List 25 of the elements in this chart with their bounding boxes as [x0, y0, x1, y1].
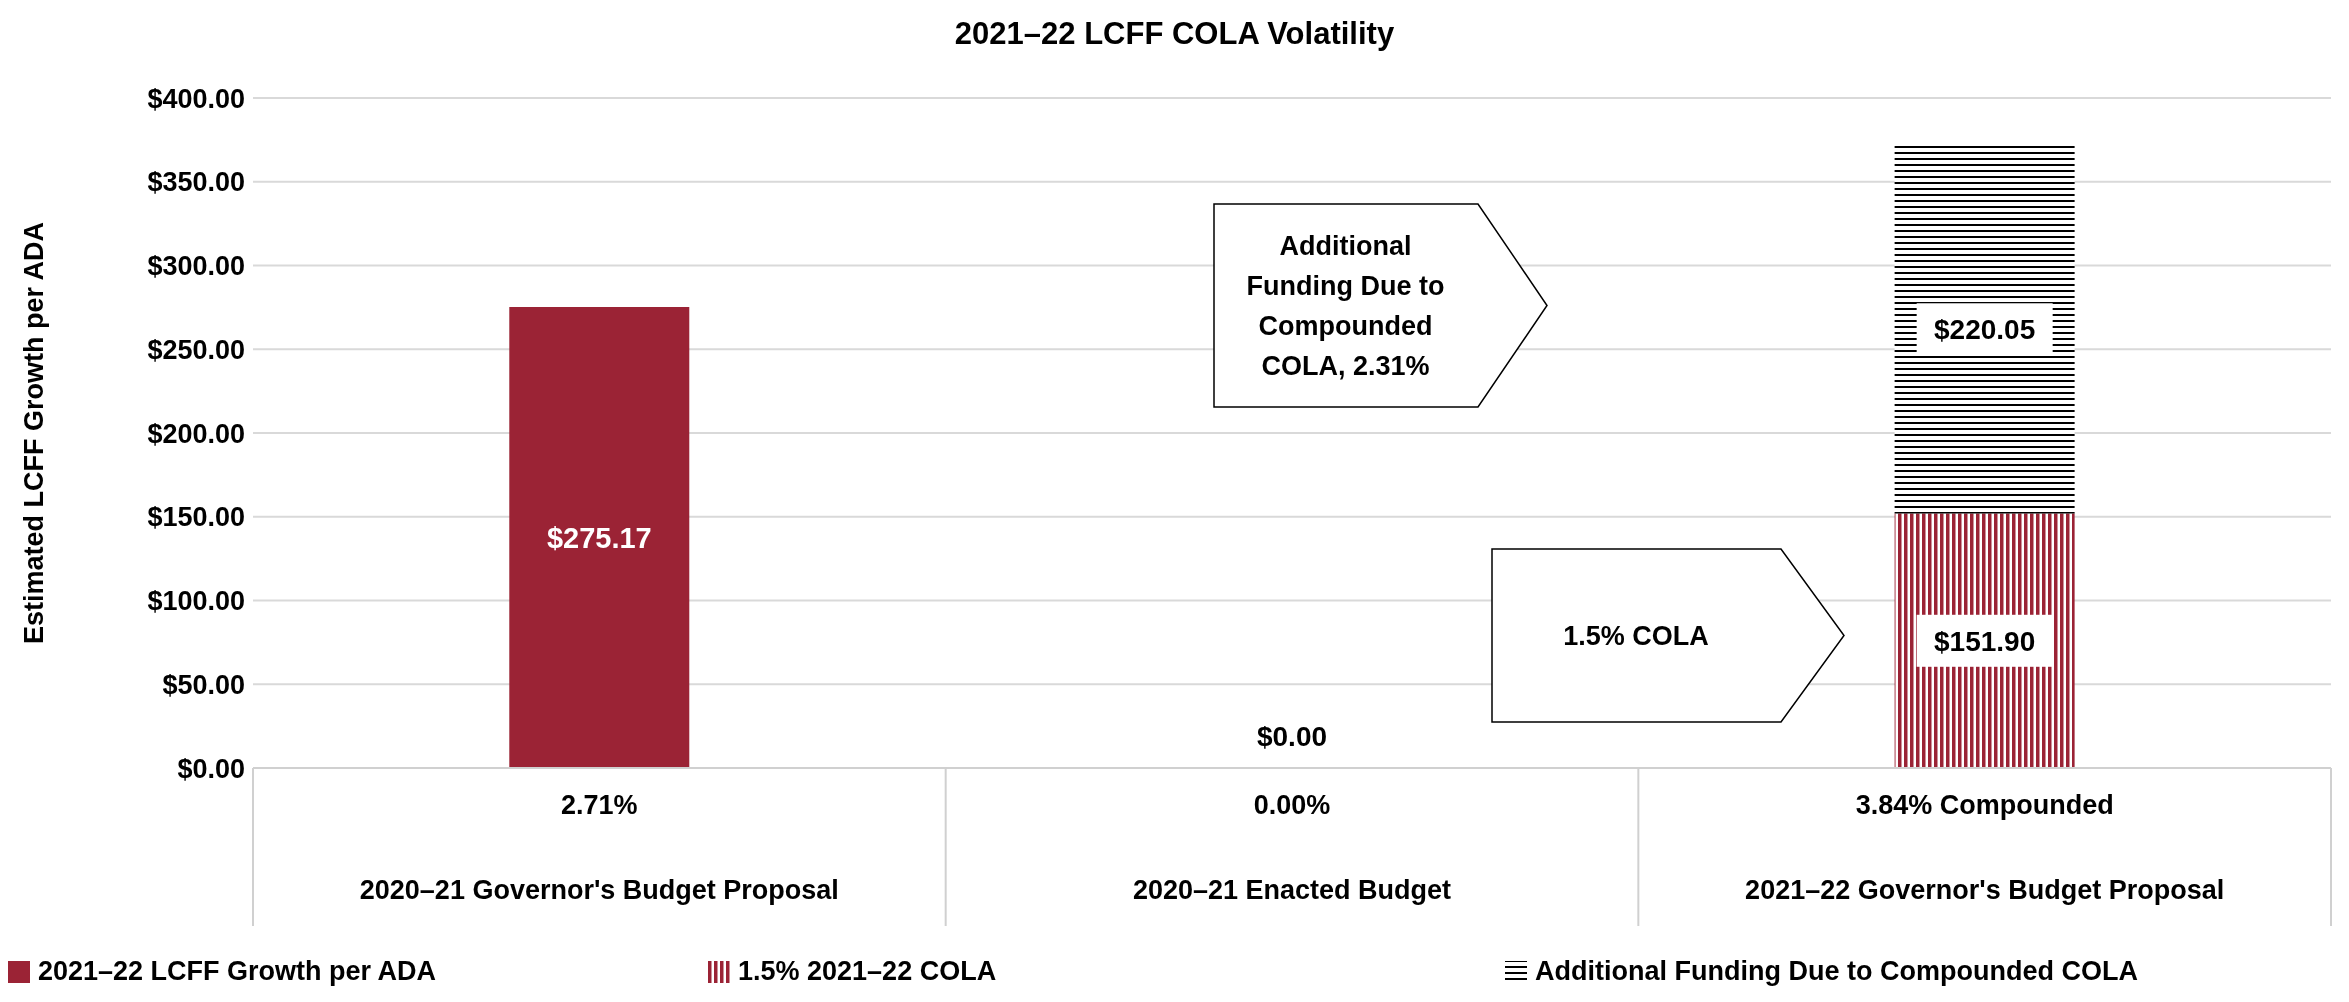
- y-tick-label: $200.00: [147, 418, 245, 449]
- y-tick-label: $300.00: [147, 251, 245, 282]
- data-label: $151.90: [1934, 625, 2036, 657]
- annotation: Additional Funding Due to Compounded COLA, 2.31%: [1245, 229, 1446, 383]
- legend-label: 1.5% 2021–22 COLA: [738, 956, 997, 987]
- y-tick-label: $50.00: [162, 669, 245, 700]
- data-label: $275.17: [546, 521, 652, 554]
- annotation: 1.5% COLA: [1562, 619, 1710, 653]
- y-tick-label: $350.00: [147, 167, 245, 198]
- y-tick-label: $250.00: [147, 334, 245, 365]
- y-tick-label: $100.00: [147, 586, 245, 617]
- callout-arrow: 1.5% COLA: [1491, 548, 1845, 723]
- y-tick-label: $150.00: [147, 502, 245, 533]
- y-tick-label: $400.00: [147, 83, 245, 114]
- y-tick-label: $0.00: [177, 753, 245, 784]
- chart-title: 2021–22 LCFF COLA Volatility: [953, 16, 1396, 52]
- category-label: 0.00% 2020–21 Enacted Budget: [1132, 790, 1452, 905]
- category-label: 2.71% 2020–21 Governor's Budget Proposal: [359, 790, 839, 905]
- y-axis-title: Estimated LCFF Growth per ADA: [18, 221, 49, 645]
- legend-label: 2021–22 LCFF Growth per ADA: [38, 956, 437, 987]
- data-label: $220.05: [1934, 314, 2036, 346]
- data-label: $0.00: [1256, 721, 1328, 752]
- legend-label: Additional Funding Due to Compounded COLA: [1535, 956, 2138, 987]
- category-label: 3.84% Compounded 2021–22 Governor's Budget Proposal: [1745, 790, 2225, 905]
- callout-arrow: Additional Funding Due to Compounded COLA, 2.31%: [1213, 203, 1548, 408]
